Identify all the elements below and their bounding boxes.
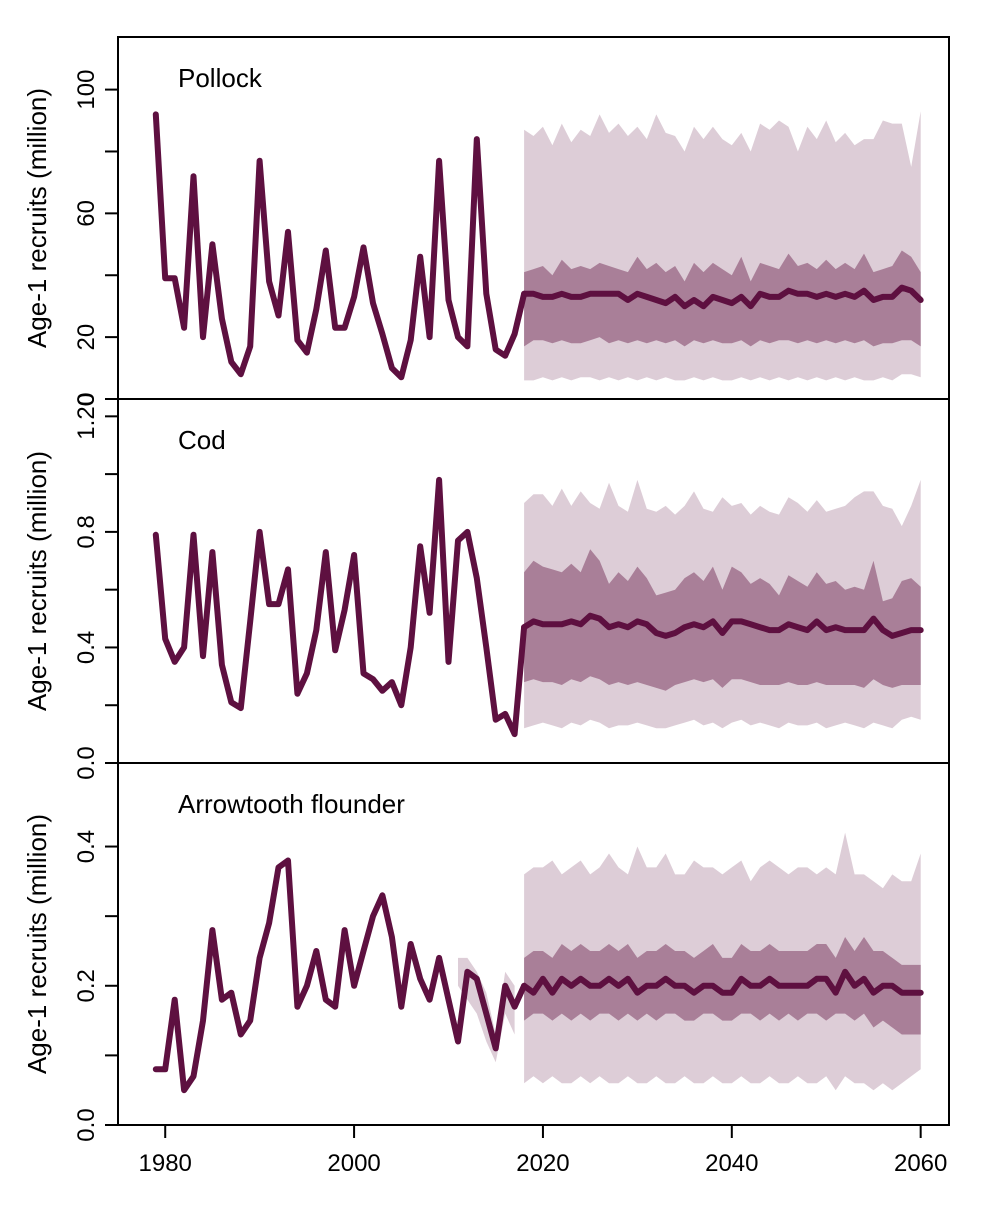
history-line: [152, 857, 528, 1094]
panel-label: Cod: [178, 425, 226, 455]
projection-median-line: [521, 284, 924, 310]
projection-inner-band: [524, 549, 921, 691]
y-tick-label: 0.4: [73, 830, 100, 863]
history-line: [152, 111, 528, 381]
x-tick-label: 2020: [516, 1150, 569, 1177]
y-tick-label: 60: [73, 200, 100, 227]
y-tick-label: 1.20: [73, 393, 100, 440]
y-tick-label: 0.2: [73, 969, 100, 1002]
x-tick-label: 1980: [139, 1150, 192, 1177]
y-tick-label: 0: [73, 392, 100, 405]
panel-label: Arrowtooth flounder: [178, 789, 405, 819]
panel-2: 0.0 0.4 0.8 1.20 Age-1 recruits (million) Cod: [22, 393, 950, 780]
panel-3: 0.0 0.2 0.4 Age-1 recruits (million) Arrowto…: [22, 762, 950, 1142]
x-tick-label: 2060: [894, 1150, 947, 1177]
x-axis: 1980 2000 2020 2040 2060: [139, 1124, 947, 1177]
projection-median-line: [521, 968, 924, 996]
y-tick-label: 100: [73, 70, 100, 110]
panel-label: Pollock: [178, 63, 263, 93]
y-tick-label: 0.0: [73, 1108, 100, 1141]
x-tick-label: 2000: [327, 1150, 380, 1177]
y-axis-title: Age-1 recruits (million): [22, 88, 52, 348]
projection-inner-band: [524, 937, 921, 1035]
y-tick-label: 0.8: [73, 515, 100, 548]
x-tick-label: 2040: [705, 1150, 758, 1177]
y-tick-label: 0.0: [73, 746, 100, 779]
panel-1: 0 20 60 100 Age-1 recruits (million) Pollock: [22, 36, 950, 406]
y-tick-label: 0.4: [73, 631, 100, 664]
history-line: [152, 476, 528, 738]
projection-median-line: [521, 612, 924, 639]
y-axis-title: Age-1 recruits (million): [22, 814, 52, 1074]
y-axis-title: Age-1 recruits (million): [22, 451, 52, 711]
y-tick-label: 20: [73, 324, 100, 351]
